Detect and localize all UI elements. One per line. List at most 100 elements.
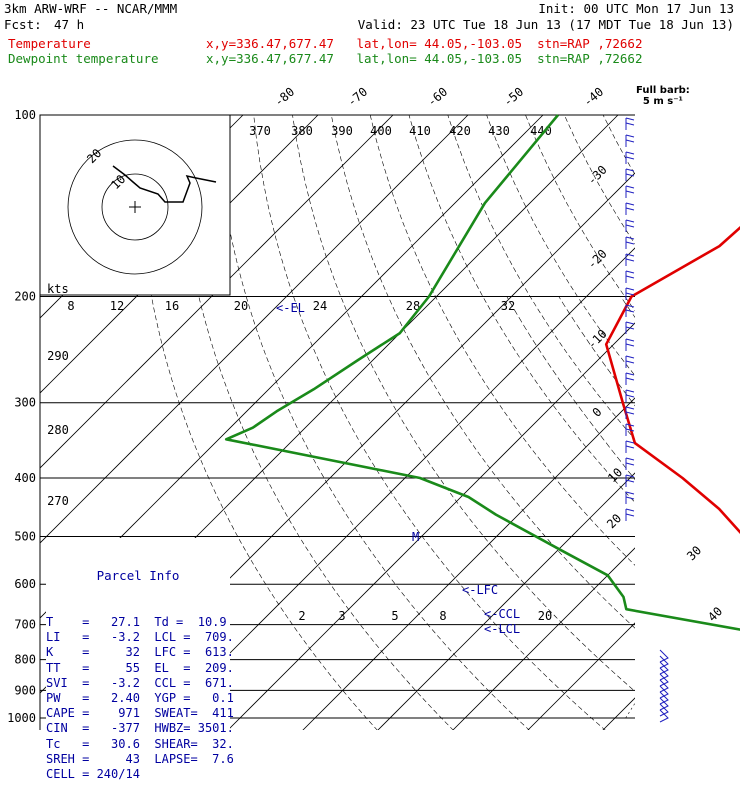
temperature-tick-label: -60: [425, 85, 451, 110]
wind-barb-flag: [626, 123, 634, 125]
temperature-tick-label: 30: [684, 543, 704, 563]
moist-adiabat: [559, 297, 740, 719]
isotherm-line: [677, 115, 740, 731]
wind-barbs: [626, 118, 668, 722]
pressure-tick-label: 1000: [7, 711, 36, 725]
wind-barb-flag: [626, 242, 634, 244]
parcel-info-row: CELL = 240/14: [46, 767, 230, 782]
wind-barb-flag: [626, 395, 634, 397]
isotherm-line: [602, 115, 740, 731]
wind-barb-flag: [626, 186, 634, 188]
temperature-tick-label: -40: [581, 85, 607, 110]
wind-barb-flag: [626, 390, 634, 392]
wind-barb-flag: [626, 322, 634, 324]
mixing-ratio-line: [665, 584, 740, 718]
temperature-tick-label: 10: [605, 465, 625, 485]
hodograph-speed-tick: 20: [234, 299, 248, 313]
wind-barb-flag: [626, 327, 634, 329]
wind-barb-flag: [626, 407, 634, 409]
dry-adiabat: [409, 115, 740, 731]
dry-adiabat: [448, 115, 740, 731]
wind-barb-flag: [626, 135, 634, 137]
parcel-info-row: T = 27.1 Td = 10.9: [46, 615, 230, 630]
wind-barb-flag: [626, 140, 634, 142]
pressure-tick-label: 300: [14, 396, 36, 410]
hodograph-speed-tick: 16: [165, 299, 179, 313]
wind-barb-flag: [626, 118, 634, 120]
parcel-info-row: K = 32 LFC = 613.: [46, 645, 230, 660]
wind-barb-flag: [626, 514, 634, 516]
barb-legend: Full barb: 5 m s⁻¹: [636, 85, 690, 107]
dry-adiabat: [681, 115, 740, 731]
wind-barb-flag: [626, 157, 634, 159]
temperature-tick-label: 40: [705, 604, 725, 624]
mixing-ratio-tick-label: 8: [439, 609, 446, 623]
level-annotation: <-LFC: [462, 583, 498, 597]
theta-tick-label: 400: [370, 124, 392, 138]
level-annotation: M: [412, 530, 419, 544]
temperature-tick-label: -50: [501, 85, 527, 110]
wind-barb-flag: [626, 276, 634, 278]
theta-tick-label: 370: [249, 124, 271, 138]
hodograph-units: kts: [47, 282, 69, 296]
dry-adiabat: [293, 115, 683, 731]
parcel-info-row: SREH = 43 LAPSE= 7.6: [46, 752, 230, 767]
pressure-tick-label: 900: [14, 683, 36, 697]
mixing-ratio-line: [626, 584, 712, 718]
wind-barb-flag: [626, 220, 634, 222]
pressure-tick-label: 800: [14, 653, 36, 667]
dry-adiabat: [254, 115, 606, 731]
wind-barb-flag: [626, 208, 634, 210]
mixing-ratio-line: [718, 584, 740, 718]
level-annotation: <-EL: [276, 301, 305, 315]
theta-tick-label: 390: [331, 124, 353, 138]
wind-barb: [660, 710, 668, 722]
wind-barb-flag: [626, 293, 634, 295]
hodograph-speed-tick: 32: [501, 299, 515, 313]
mixing-ratio-tick-label: 20: [538, 609, 552, 623]
wind-barb-flag: [626, 225, 634, 227]
temperature-tick-label: 20: [604, 511, 624, 531]
wind-barb-flag: [626, 152, 634, 154]
pressure-tick-label: 600: [14, 577, 36, 591]
dry-adiabat: [603, 115, 740, 731]
wind-barb-flag: [626, 237, 634, 239]
dry-adiabat: [526, 115, 740, 731]
parcel-info-row: CAPE = 971 SWEAT= 411: [46, 706, 230, 721]
wind-barb-flag: [626, 463, 634, 465]
dry-adiabat: [642, 115, 740, 731]
pressure-tick-label: 500: [14, 529, 36, 543]
dry-adiabat: [720, 115, 740, 731]
hodograph-speed-tick: 8: [67, 299, 74, 313]
temperature-tick-label: -70: [345, 85, 371, 110]
temperature-tick-label: -30: [585, 163, 610, 188]
pressure-tick-label: 200: [14, 290, 36, 304]
wind-barb-flag: [626, 271, 634, 273]
wind-barb-flag: [626, 361, 634, 363]
wind-barb-flag: [626, 288, 634, 290]
theta-tick-label: 280: [47, 423, 69, 437]
moist-adiabat: [507, 297, 740, 719]
parcel-info-row: Tc = 30.6 SHEAR= 32.: [46, 737, 230, 752]
theta-tick-label: 420: [449, 124, 471, 138]
temperature-tick-label: -20: [585, 247, 610, 272]
pressure-tick-label: 400: [14, 471, 36, 485]
parcel-info-row: PW = 2.40 YGP = 0.1: [46, 691, 230, 706]
parcel-info-row: LI = -3.2 LCL = 709.: [46, 630, 230, 645]
pressure-tick-label: 700: [14, 618, 36, 632]
wind-barb-flag: [626, 497, 634, 499]
wind-barb-flag: [626, 344, 634, 346]
isotherm-line: [302, 115, 740, 731]
theta-tick-label: 410: [409, 124, 431, 138]
wind-barb-flag: [626, 378, 634, 380]
isotherm-line: [452, 115, 740, 731]
wind-barb-flag: [626, 356, 634, 358]
parcel-info-title: Parcel Info: [46, 568, 230, 583]
theta-tick-label: 290: [47, 349, 69, 363]
hodograph-speed-tick: 24: [313, 299, 327, 313]
wind-barb-flag: [626, 191, 634, 193]
wind-barb-flag: [626, 169, 634, 171]
